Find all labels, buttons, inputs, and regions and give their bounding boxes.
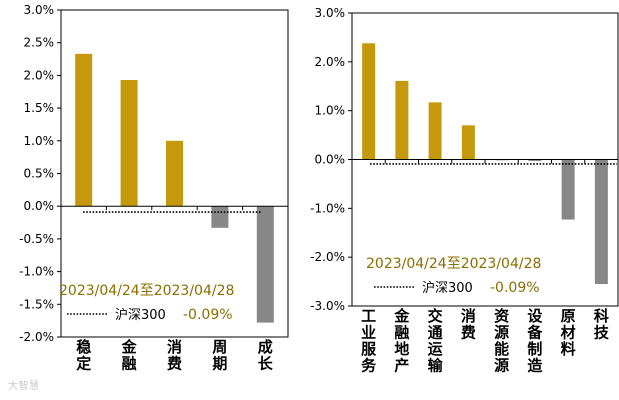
left-category-label-0: 稳定 [76,338,91,373]
left-y-tick-label: -0.5% [19,232,54,246]
right-y-tick-label: -3.0% [310,299,345,313]
left-y-tick-label: 1.5% [24,101,55,115]
right-category-label-3: 消费 [461,307,476,342]
right-bar-0 [362,43,376,160]
right-y-tick-label: 3.0% [315,6,346,20]
left-y-tick-label: 3.0% [24,3,55,17]
right-y-tick-label: -2.0% [310,250,345,264]
left-legend-date-range: 2023/04/24至2023/04/28 [59,283,234,299]
left-bar-0 [75,53,93,207]
right-y-tick-label: 1.0% [315,104,346,118]
left-bar-4 [256,206,274,323]
right-bar-7 [594,159,608,285]
right-bar-1 [395,80,409,160]
left-category-label-2: 消费 [167,338,182,373]
watermark-logo: 大智慧 [8,381,40,392]
right-bar-3 [461,125,475,160]
right-category-label-0: 工业服务 [361,307,377,375]
left-category-label-1: 金融 [121,338,138,373]
left-y-tick-label: 0.0% [24,199,55,213]
right-category-label-5: 设备制造 [526,307,543,375]
left-category-label-4: 成长 [258,338,274,373]
right-category-label-4: 资源能源 [494,307,509,375]
right-category-label-7: 科技 [594,307,610,342]
left-y-tick-label: -1.5% [19,297,54,311]
right-bar-6 [561,159,575,220]
left-bar-2 [166,140,183,207]
left-y-tick-label: 0.5% [24,167,55,181]
left-chart: 3.0% 2.5% 2.0% 1.5% 1.0% 0.5% 0.0% -0.5% -1.0% -1… [19,3,289,373]
left-bar-3 [211,206,229,228]
right-y-tick-label: -1.0% [310,201,345,215]
left-bar-1 [120,79,138,207]
right-bar-5 [528,159,542,161]
right-y-tick-label: 2.0% [315,55,346,69]
left-category-label-3: 周期 [212,338,227,373]
right-legend-benchmark-value: -0.09% [490,280,540,296]
left-y-tick-label: 1.0% [24,134,55,148]
left-y-tick-label: -2.0% [19,330,54,344]
right-legend-benchmark-name: 沪深300 [422,280,473,296]
right-legend-date-range: 2023/04/24至2023/04/28 [366,256,541,272]
left-y-tick-label: 2.5% [24,36,55,50]
left-y-tick-label: -1.0% [19,265,54,279]
right-y-tick-label: 0.0% [315,153,346,167]
left-legend-benchmark-name: 沪深300 [115,307,166,323]
right-bar-2 [428,102,442,160]
left-legend-benchmark-value: -0.09% [183,307,233,323]
right-category-label-1: 金融地产 [393,307,410,375]
right-category-label-2: 交通运输 [428,307,444,375]
right-category-label-6: 原材料 [561,307,576,358]
left-y-tick-label: 2.0% [24,68,55,82]
